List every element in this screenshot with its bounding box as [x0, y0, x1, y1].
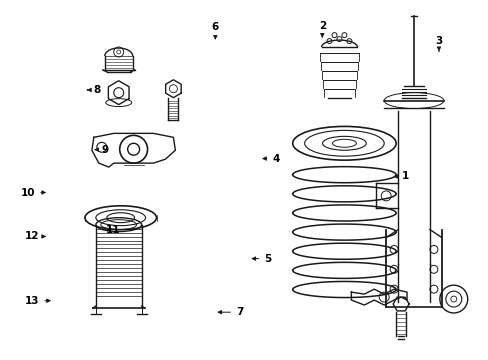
Text: 9: 9 — [95, 145, 108, 155]
Text: 5: 5 — [252, 253, 271, 264]
Text: 11: 11 — [106, 225, 120, 235]
Text: 13: 13 — [25, 296, 50, 306]
Text: 12: 12 — [25, 231, 45, 242]
Text: 10: 10 — [21, 188, 45, 198]
Text: 7: 7 — [218, 307, 243, 317]
Text: 8: 8 — [87, 85, 100, 95]
Text: 4: 4 — [263, 154, 279, 163]
Text: 3: 3 — [434, 36, 442, 51]
Text: 6: 6 — [211, 22, 219, 39]
Text: 1: 1 — [393, 171, 408, 181]
Text: 2: 2 — [318, 21, 325, 37]
